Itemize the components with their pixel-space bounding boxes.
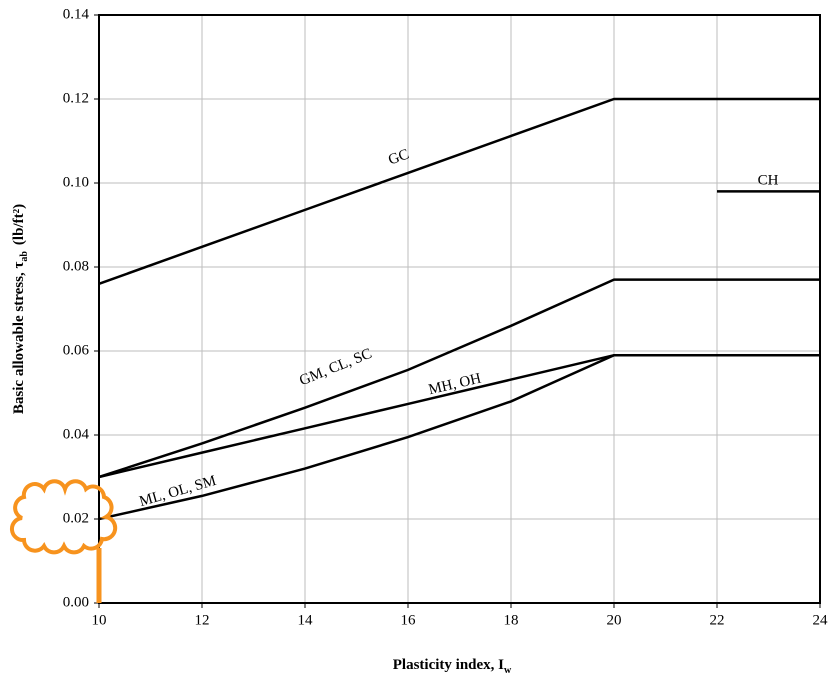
- x-label-text: Plasticity index, I: [393, 657, 504, 673]
- x-tick-label: 12: [195, 612, 210, 628]
- series-label: CH: [758, 172, 779, 188]
- series-line: [98, 353, 820, 479]
- y-label-sub: ab: [19, 251, 30, 262]
- series-line: [98, 97, 820, 285]
- x-tick-label: 14: [298, 612, 314, 628]
- x-tick-label: 16: [401, 612, 417, 628]
- x-tick-label: 18: [504, 612, 519, 628]
- y-tick-label: 0.12: [63, 90, 89, 106]
- y-label-unit: (lb/ft²): [11, 204, 27, 245]
- y-tick-label: 0.08: [63, 258, 89, 274]
- series-label: MH, OH: [427, 371, 483, 399]
- annotation-cloud: [9, 479, 118, 555]
- y-tick-label: 0.14: [63, 6, 90, 22]
- y-tick-label: 0.02: [63, 510, 89, 526]
- series-label: GM, CL, SC: [297, 346, 374, 390]
- y-tick-label: 0.00: [63, 594, 89, 610]
- x-label-sub: w: [504, 665, 512, 676]
- y-tick-label: 0.10: [63, 174, 89, 190]
- x-tick-label: 20: [607, 612, 622, 628]
- y-axis-label: Basic allowable stress, τab (lb/ft²): [11, 204, 30, 414]
- series-label: ML, OL, SM: [138, 473, 219, 510]
- x-tick-label: 24: [813, 612, 829, 628]
- y-tick-label: 0.06: [63, 342, 90, 358]
- x-axis-label: Plasticity index, Iw: [393, 657, 512, 676]
- x-tick-label: 10: [92, 612, 107, 628]
- series-line: [98, 353, 820, 521]
- x-tick-label: 22: [710, 612, 725, 628]
- series-line: [98, 278, 820, 479]
- series-label: GC: [386, 146, 411, 168]
- plot-frame: [98, 14, 821, 604]
- y-label-text: Basic allowable stress, τ: [11, 262, 27, 415]
- y-tick-label: 0.04: [63, 426, 90, 442]
